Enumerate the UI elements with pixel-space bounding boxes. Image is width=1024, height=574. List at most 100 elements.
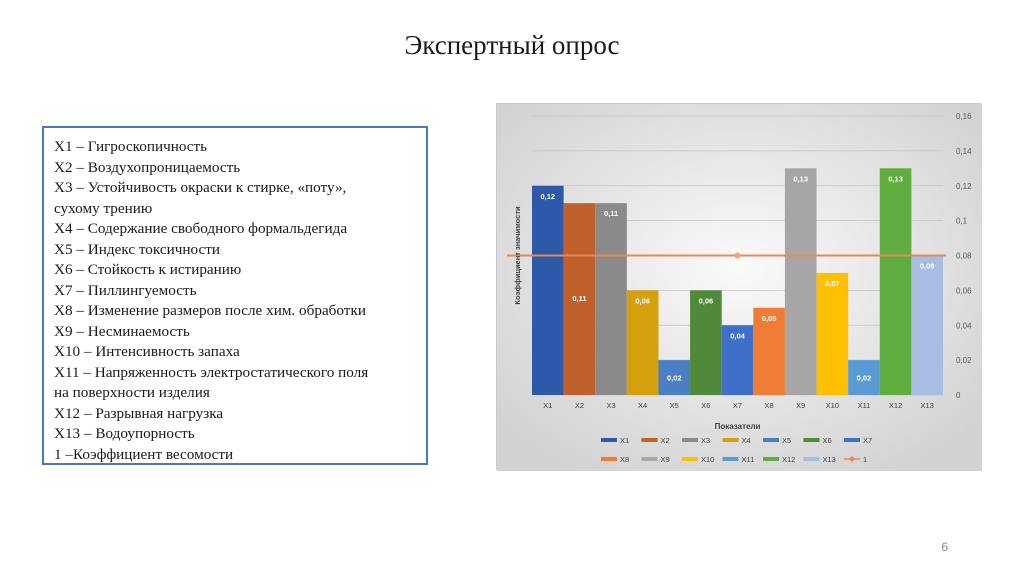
y-axis-title: Коэффициент значимости bbox=[513, 206, 522, 305]
y-tick-label: 0,06 bbox=[956, 286, 972, 295]
legend-swatch bbox=[803, 457, 820, 461]
page-number: 6 bbox=[941, 540, 948, 554]
indicator-item: X4 – Содержание свободного формальдегида bbox=[54, 220, 348, 237]
bar-x11 bbox=[848, 360, 880, 395]
legend-label: X7 bbox=[863, 436, 872, 445]
chart-frame: 0 0,02 0,04 0,06 0,08 0,1 0,12 0,14 0,16 0,12 X1 0,… bbox=[496, 103, 982, 471]
data-label: 0,13 bbox=[888, 174, 903, 183]
legend-swatch bbox=[722, 438, 739, 442]
indicator-legend-box: X1 – Гигроскопичность X2 – Воздухопрониц… bbox=[42, 126, 428, 465]
x-axis-title: Показатели bbox=[715, 422, 761, 431]
y-tick-label: 0,04 bbox=[956, 321, 972, 330]
indicator-item: X2 – Воздухопроницаемость bbox=[54, 158, 241, 176]
bar-x7 bbox=[721, 325, 754, 395]
legend-swatch-marker bbox=[849, 456, 855, 462]
y-tick-label: 0,16 bbox=[956, 112, 972, 121]
data-label: 0,02 bbox=[667, 374, 682, 383]
bar-x5 bbox=[658, 360, 691, 395]
data-label: 0,06 bbox=[699, 296, 714, 305]
data-label: 0,11 bbox=[572, 294, 586, 303]
bar-x3 bbox=[595, 203, 627, 395]
legend-swatch bbox=[763, 457, 779, 461]
data-label: 0,04 bbox=[730, 331, 745, 340]
x-tick-label: X4 bbox=[638, 401, 647, 410]
y-tick-label: 0 bbox=[956, 391, 961, 400]
indicator-item: X10 – Интенсивность запаха bbox=[54, 343, 240, 360]
x-tick-label: X10 bbox=[826, 401, 839, 410]
legend-swatch bbox=[763, 438, 779, 442]
reference-line-marker bbox=[734, 252, 741, 259]
indicator-item: X8 – Изменение размеров после хим. обраб… bbox=[54, 302, 366, 319]
x-tick-label: X11 bbox=[858, 401, 871, 410]
legend-label: X12 bbox=[782, 455, 795, 464]
x-tick-label: X8 bbox=[765, 401, 774, 410]
indicator-item: X11 – Напряженность электростатического … bbox=[54, 363, 369, 381]
x-tick-label: X1 bbox=[543, 401, 552, 410]
data-label: 0,05 bbox=[762, 314, 777, 323]
indicator-item: X7 – Пиллингуемость bbox=[54, 281, 197, 299]
data-label: 0,13 bbox=[793, 174, 808, 183]
y-tick-label: 0,08 bbox=[956, 252, 972, 261]
data-label: 0,11 bbox=[604, 209, 618, 218]
data-label: 0,08 bbox=[920, 262, 935, 271]
data-label: 0,06 bbox=[635, 296, 650, 305]
legend-label: X13 bbox=[823, 455, 836, 464]
x-tick-label: X9 bbox=[796, 401, 805, 410]
indicator-item: X12 – Разрывная нагрузка bbox=[54, 404, 224, 422]
x-tick-label: X6 bbox=[701, 401, 710, 410]
bar-x10 bbox=[816, 272, 849, 395]
legend-label: 1 bbox=[863, 455, 867, 464]
legend-swatch bbox=[641, 438, 658, 442]
indicator-item: X9 – Несминаемость bbox=[54, 322, 190, 340]
x-tick-label: X13 bbox=[921, 401, 934, 410]
legend-swatch bbox=[844, 438, 860, 442]
data-label: 0,07 bbox=[825, 279, 840, 288]
y-tick-label: 0,02 bbox=[956, 356, 972, 365]
legend-swatch bbox=[682, 438, 698, 442]
y-tick-label: 0,1 bbox=[956, 217, 968, 226]
legend-swatch bbox=[601, 457, 617, 461]
indicator-item: X13 – Водоупорность bbox=[54, 425, 195, 442]
legend-swatch bbox=[682, 457, 698, 461]
bar-x8 bbox=[753, 307, 785, 395]
indicator-item: X5 – Индекс токсичности bbox=[54, 240, 220, 258]
indicator-item: X6 – Стойкость к истиранию bbox=[54, 261, 242, 278]
bar-x6 bbox=[690, 290, 722, 395]
x-tick-label: X3 bbox=[606, 401, 615, 410]
legend-label: X11 bbox=[742, 455, 755, 464]
bar-chart: 0 0,02 0,04 0,06 0,08 0,1 0,12 0,14 0,16 0,12 X1 0,… bbox=[497, 104, 982, 471]
legend-swatch bbox=[601, 438, 617, 442]
bar-x13 bbox=[911, 255, 943, 395]
legend-label: X2 bbox=[661, 436, 670, 445]
data-label: 0,02 bbox=[857, 374, 872, 383]
bar-x12 bbox=[879, 168, 912, 395]
x-tick-label: X12 bbox=[889, 401, 902, 410]
legend-label: X9 bbox=[661, 455, 670, 464]
legend-label: X10 bbox=[701, 455, 714, 464]
indicator-list: X1 – Гигроскопичность X2 – Воздухопрониц… bbox=[54, 137, 416, 465]
bar-x1 bbox=[532, 185, 564, 395]
indicator-item: 1 –Коэффициент весомости bbox=[54, 445, 234, 463]
legend-label: X5 bbox=[782, 436, 791, 445]
legend-swatch bbox=[641, 457, 658, 461]
legend-label: X6 bbox=[823, 436, 832, 445]
y-tick-label: 0,12 bbox=[956, 182, 972, 191]
indicator-item: на поверхности изделия bbox=[54, 384, 210, 401]
x-tick-label: X5 bbox=[670, 401, 679, 410]
data-label: 0,12 bbox=[541, 192, 556, 201]
bar-x9 bbox=[784, 168, 817, 395]
indicator-item: сухому трению bbox=[54, 199, 153, 217]
indicator-item: X3 – Устойчивость окраски к стирке, «пот… bbox=[54, 179, 347, 196]
y-tick-label: 0,14 bbox=[956, 147, 972, 156]
x-tick-label: X7 bbox=[733, 401, 742, 410]
bar-x2 bbox=[563, 203, 596, 395]
legend-label: X1 bbox=[620, 436, 629, 445]
x-tick-label: X2 bbox=[575, 401, 584, 410]
legend-label: X3 bbox=[701, 436, 710, 445]
slide-title: Экспертный опрос bbox=[404, 30, 620, 60]
legend-label: X8 bbox=[620, 455, 629, 464]
legend-label: X4 bbox=[742, 436, 751, 445]
indicator-item: X1 – Гигроскопичность bbox=[54, 138, 208, 155]
legend-swatch bbox=[803, 438, 820, 442]
bar-x4 bbox=[626, 290, 659, 395]
